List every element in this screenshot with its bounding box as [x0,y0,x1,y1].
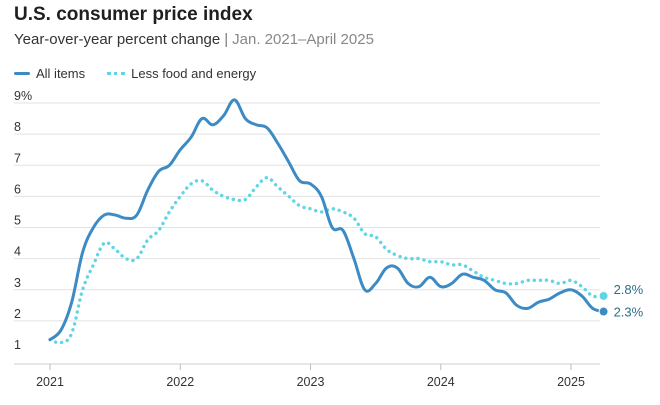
chart-title: U.S. consumer price index [14,4,253,25]
legend-item-core: Less food and energy [107,66,256,81]
y-tick-label: 4 [14,245,21,259]
y-tick-label: 7 [14,151,21,165]
legend-label-core: Less food and energy [131,66,257,81]
legend-item-all-items: All items [14,66,85,81]
legend-swatch-solid-icon [14,72,30,75]
subtitle-separator: | [224,31,229,48]
series-end-label: 2.8% [614,282,644,297]
series-end-label: 2.3% [614,305,644,320]
legend-label-all-items: All items [36,66,86,81]
series-line-less-food-energy [48,176,606,345]
series-end-point [598,306,609,317]
legend-swatch-dotted-icon [107,72,126,75]
x-tick-label: 2022 [166,375,194,389]
series-end-point [598,290,609,301]
y-tick-label: 9% [14,89,32,103]
y-tick-label: 1 [14,338,21,352]
x-tick-label: 2023 [297,375,325,389]
chart-subtitle: Year-over-year percent change | Jan. 2021–… [14,31,374,48]
x-tick-label: 2021 [36,375,64,389]
y-tick-label: 5 [14,214,21,228]
x-tick-label: 2025 [557,375,585,389]
subtitle-measure: Year-over-year percent change [14,31,221,48]
y-tick-label: 8 [14,120,21,134]
y-tick-label: 2 [14,307,21,321]
series-line-all-items [48,98,606,342]
subtitle-range: Jan. 2021–April 2025 [232,31,374,48]
y-tick-label: 3 [14,276,21,290]
x-tick-label: 2024 [427,375,455,389]
chart-legend: All items Less food and energy [14,66,278,81]
y-tick-label: 6 [14,182,21,196]
